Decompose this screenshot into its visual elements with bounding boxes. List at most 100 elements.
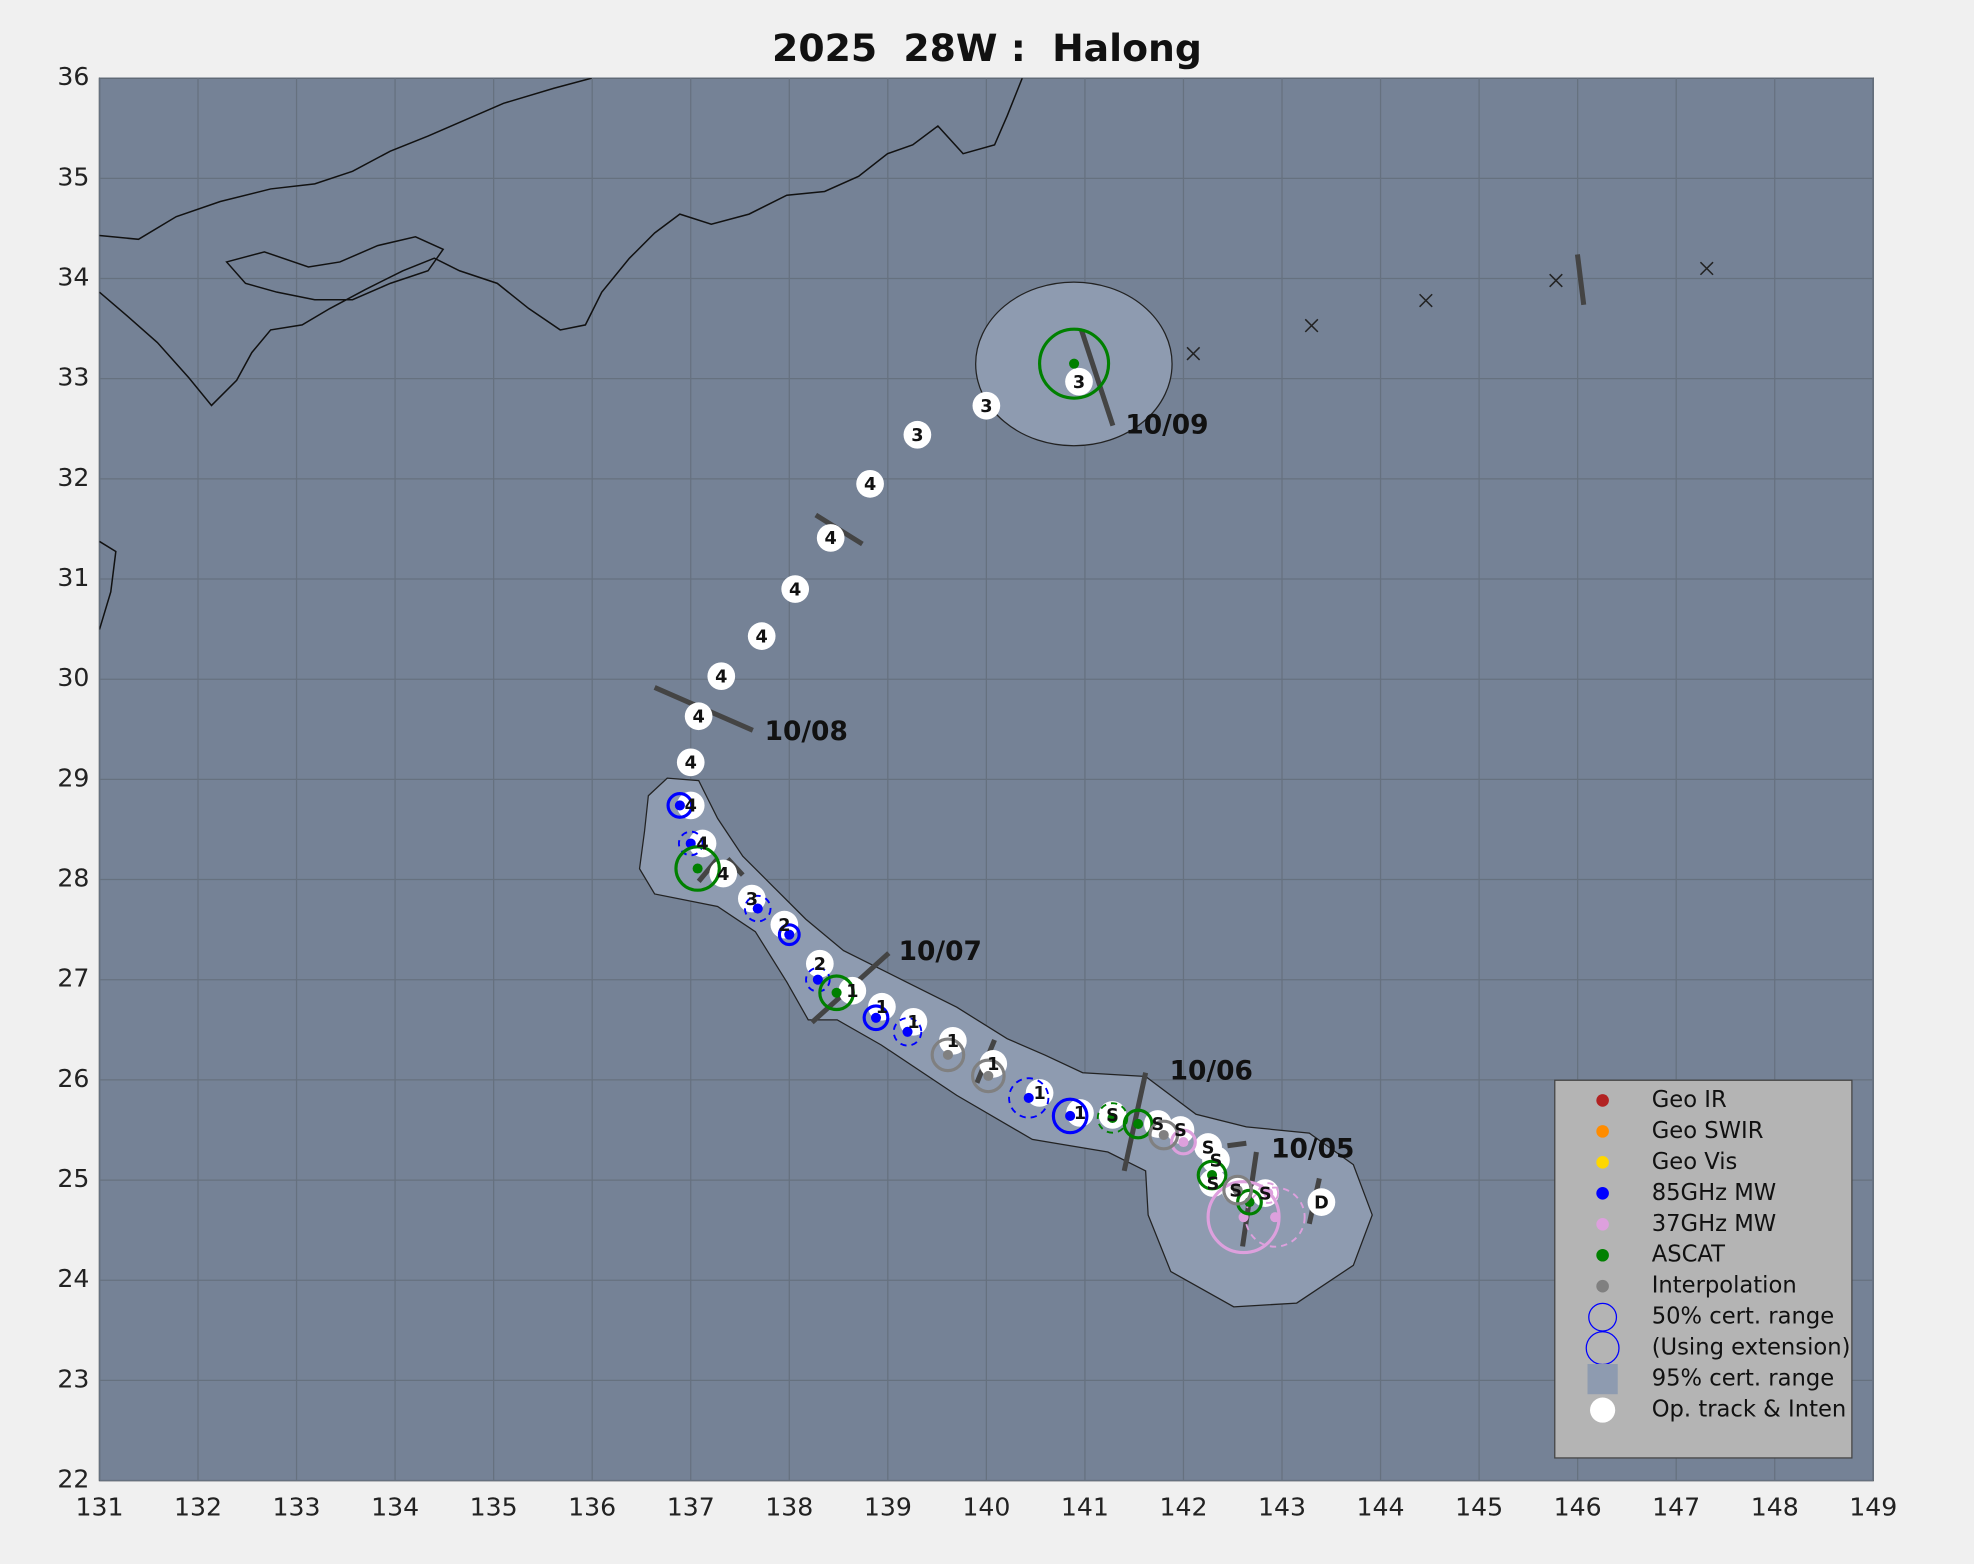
cert-range: [1148, 1119, 1180, 1151]
fix-point: [1158, 1129, 1169, 1141]
x-tick-label: 146: [1554, 1492, 1602, 1521]
x-tick-label: 139: [864, 1492, 912, 1521]
legend-marker: [1596, 1125, 1609, 1138]
track-point: [979, 1050, 1008, 1078]
y-tick-label: 28: [57, 864, 89, 893]
legend-marker: [1588, 1302, 1618, 1332]
x-tick-label: 132: [174, 1492, 222, 1521]
legend-label: Geo SWIR: [1652, 1118, 1764, 1144]
fix-point: [1270, 1212, 1281, 1223]
cert-range: [892, 1017, 923, 1047]
y-tick-label: 33: [57, 363, 89, 392]
intensity-label: S: [1229, 1181, 1242, 1201]
fix-point: [1232, 1185, 1243, 1196]
x-tick-label: 138: [765, 1492, 813, 1521]
cert-range: [1196, 1159, 1228, 1191]
legend-label: 95% cert. range: [1652, 1366, 1834, 1392]
x-tick-label: 135: [470, 1492, 518, 1521]
intensity-label: 3: [746, 890, 758, 910]
y-tick-label: 24: [57, 1264, 89, 1293]
intensity-label: 4: [789, 580, 801, 600]
coastline: [99, 78, 1023, 630]
y-tick-label: 34: [57, 262, 89, 291]
fix-point: [752, 903, 763, 914]
legend-label: (Using extension): [1652, 1335, 1851, 1361]
legend-items: Geo IR Geo SWIR Geo Vis 85GHz MW 37GHz MW ASC…: [1585, 1087, 1851, 1423]
cert-range: [1236, 1188, 1263, 1216]
intensity-label: 1: [846, 982, 858, 1002]
track-point: [816, 524, 845, 552]
cert-range: [777, 923, 801, 947]
intensity-label: S: [1259, 1184, 1272, 1204]
intensity-label: 4: [864, 475, 876, 495]
y-tick-label: 35: [57, 162, 89, 191]
y-tick-label: 26: [57, 1064, 89, 1093]
cert-range: [1170, 1128, 1197, 1156]
track-point: [856, 470, 884, 498]
x-tick-label: 142: [1159, 1492, 1207, 1521]
x-tick-label: 133: [273, 1492, 321, 1521]
track-point: [707, 662, 736, 691]
y-tick-label: 30: [57, 663, 89, 692]
x-tick-label: 140: [962, 1492, 1010, 1521]
track-point: [684, 702, 713, 731]
x-tick-label: 134: [371, 1492, 419, 1521]
x-tick-label: 141: [1061, 1492, 1109, 1521]
fix-point: [1207, 1170, 1218, 1181]
fix-point: [784, 929, 795, 940]
legend-label: Geo Vis: [1652, 1149, 1738, 1175]
fix-point: [831, 987, 842, 998]
cert-range: [1038, 327, 1111, 400]
intensity-label: 3: [980, 397, 992, 417]
x-tick-label: 144: [1357, 1492, 1405, 1521]
legend-label: 85GHz MW: [1652, 1180, 1776, 1206]
fix-point: [1133, 1118, 1144, 1130]
legend-label: 37GHz MW: [1652, 1211, 1776, 1237]
fix-point: [1065, 1110, 1076, 1121]
track-point: [903, 420, 932, 449]
intensity-label: S: [1174, 1121, 1187, 1141]
y-tick-label: 31: [57, 563, 89, 592]
intensity-label: S: [1210, 1151, 1223, 1171]
legend-label: Op. track & Inten: [1652, 1397, 1847, 1423]
marks: DSSSSSSSS1111111223444444444433310/0510/…: [666, 261, 1714, 1255]
cert-range: [1051, 1097, 1089, 1135]
intensity-label: 4: [685, 754, 697, 774]
fix-point: [1023, 1092, 1034, 1103]
intensity-label: 1: [1033, 1084, 1045, 1104]
date-label: 10/07: [899, 936, 982, 967]
fix-point: [812, 974, 823, 985]
track-point: [805, 949, 834, 978]
intensity-label: 4: [692, 708, 704, 728]
x-tick-label: 137: [667, 1492, 715, 1521]
intensity-label: 3: [1073, 373, 1085, 393]
fix-point: [902, 1026, 913, 1037]
intensity-label: S: [1151, 1115, 1164, 1135]
intensity-label: D: [1314, 1193, 1329, 1213]
track-point: [1065, 367, 1093, 396]
x-tick-label: 148: [1751, 1492, 1799, 1521]
date-label: 10/06: [1170, 1055, 1253, 1086]
intensity-label: S: [1106, 1106, 1119, 1126]
legend-marker: [1596, 1279, 1609, 1293]
fix-point: [1263, 1188, 1274, 1199]
extrapolated-point: [1304, 318, 1319, 333]
x-tick-label: 131: [75, 1492, 123, 1521]
x-tick-label: 145: [1455, 1492, 1503, 1521]
cert-range: [1122, 1108, 1154, 1140]
y-tick-label: 27: [57, 964, 89, 993]
cert-range: [674, 845, 721, 892]
legend-marker: [1590, 1397, 1616, 1423]
grid: 131 132 133 134 135 136 137 138 139 140 141 142 143 1…: [57, 62, 1897, 1521]
track-point: [676, 748, 705, 777]
legend-label: ASCAT: [1652, 1242, 1725, 1268]
legend-marker: [1596, 1094, 1609, 1107]
intensity-label: 1: [1074, 1104, 1086, 1124]
intensity-label: 4: [756, 627, 768, 647]
y-tick-label: 29: [57, 763, 89, 792]
cert-range: [1244, 1186, 1306, 1248]
cert-range: [1008, 1077, 1050, 1119]
x-tick-label: 143: [1258, 1492, 1306, 1521]
cert-range: [1222, 1174, 1254, 1206]
